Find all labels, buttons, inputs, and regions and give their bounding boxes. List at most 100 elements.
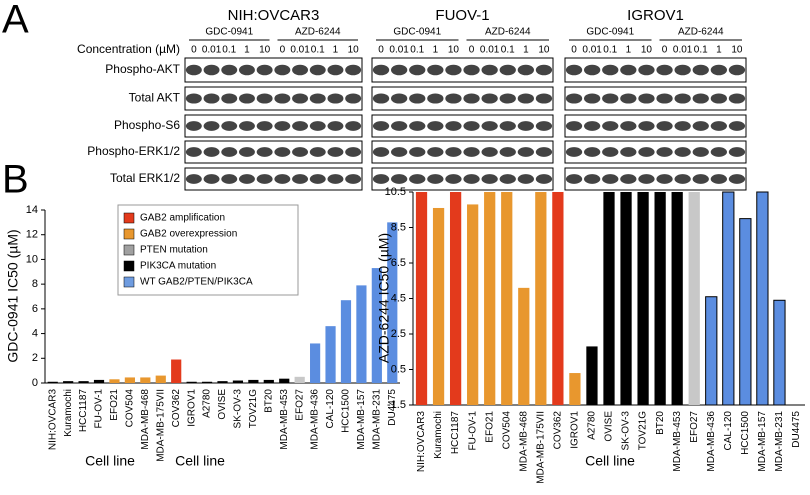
- blot-band: [620, 121, 637, 131]
- blot-band: [309, 93, 326, 104]
- blot-band: [656, 174, 673, 184]
- legend-label: WT GAB2/PTEN/PIK3CA: [140, 277, 253, 288]
- concentration: 0.1: [694, 45, 708, 56]
- bar: [47, 381, 58, 383]
- x-axis-title: Cell line: [85, 453, 135, 469]
- blot-band: [238, 93, 255, 104]
- y-tick-label: 2.5: [391, 328, 406, 340]
- blot-row-label: Phospho-AKT: [105, 62, 180, 76]
- blot-band: [499, 147, 516, 157]
- bar: [432, 207, 445, 405]
- blot-band: [638, 121, 655, 131]
- bar: [569, 373, 581, 405]
- blot-band: [185, 147, 202, 157]
- blot-band: [345, 121, 362, 131]
- blot-band: [656, 147, 673, 157]
- legend-swatch: [123, 212, 135, 224]
- blot-band: [565, 147, 583, 157]
- blot-band: [692, 174, 709, 184]
- blot-band: [728, 93, 746, 104]
- x-tick-label: COV504: [501, 411, 512, 450]
- bar: [356, 285, 367, 383]
- blot-band: [463, 174, 480, 184]
- blot-band: [620, 147, 637, 157]
- blot-frame: [564, 57, 747, 83]
- x-tick-label: CAL-120: [325, 389, 336, 429]
- bar: [586, 346, 598, 405]
- y-tick-label: 0.5: [391, 363, 406, 375]
- blot-band: [256, 93, 273, 104]
- bar: [217, 381, 228, 383]
- bar: [415, 192, 428, 405]
- blot-band: [221, 174, 238, 184]
- group-header: AZD-6244: [678, 27, 724, 38]
- x-axis-title: Cell line: [585, 453, 635, 469]
- group-header: GDC-0941: [393, 27, 441, 38]
- concentration: 0: [280, 45, 286, 56]
- blot-band: [221, 64, 238, 76]
- x-tick-label: EFO27: [294, 389, 305, 421]
- blot-band: [602, 121, 619, 131]
- blot-band: [535, 93, 553, 104]
- x-tick-label: OVISE: [217, 389, 228, 420]
- blot-band: [327, 147, 344, 157]
- cell-line-header: IGROV1: [627, 7, 684, 24]
- blot-band: [499, 93, 516, 104]
- bar: [484, 192, 496, 405]
- concentration: 0: [378, 45, 384, 56]
- bar: [467, 204, 479, 405]
- blot-band: [674, 174, 691, 184]
- y-tick-label: 6.5: [391, 257, 406, 269]
- blot-band: [692, 93, 709, 104]
- x-tick-label: COV362: [553, 411, 564, 450]
- bar: [688, 192, 700, 405]
- blot-band: [256, 147, 273, 157]
- blot-band: [221, 93, 238, 104]
- blot-band: [674, 121, 691, 131]
- y-tick-label: 0: [32, 377, 38, 389]
- blot-row-label: Total ERK1/2: [110, 171, 180, 185]
- x-tick-label: MDA-MB-453: [279, 389, 290, 450]
- bar: [155, 375, 166, 383]
- bar: [671, 192, 683, 405]
- blot-band: [327, 64, 344, 76]
- blot-band: [584, 174, 601, 184]
- bar: [109, 379, 120, 383]
- blot-band: [710, 93, 727, 104]
- blot-band: [274, 174, 291, 184]
- blot-band: [602, 147, 619, 157]
- concentration: 0: [191, 45, 197, 56]
- x-tick-label: MDA-MB-468: [140, 389, 151, 450]
- blot-band: [565, 93, 583, 104]
- bar: [387, 222, 398, 383]
- blot-band: [535, 147, 553, 157]
- blot-band: [309, 121, 326, 131]
- blot-band: [238, 64, 255, 76]
- x-tick-label: A2780: [202, 389, 213, 418]
- concentration: 10: [259, 45, 271, 56]
- x-tick-label: HCC1500: [341, 389, 352, 433]
- concentration-label: Concentration (µM): [77, 42, 180, 56]
- blot-band: [638, 147, 655, 157]
- blot-frame: [564, 140, 747, 164]
- y-tick-label: 4: [32, 327, 38, 339]
- concentration: 0.01: [480, 45, 500, 56]
- blot-band: [674, 147, 691, 157]
- blot-band: [327, 93, 344, 104]
- blot-band: [274, 147, 291, 157]
- blot-band: [309, 64, 326, 76]
- x-tick-label: TOV21G: [248, 389, 259, 428]
- blot-band: [584, 93, 601, 104]
- blot-band: [584, 64, 601, 76]
- blot-band: [499, 64, 516, 76]
- legend-swatch: [123, 228, 135, 240]
- blot-band: [409, 93, 426, 104]
- concentration: 10: [348, 45, 360, 56]
- x-tick-label: HCC1500: [740, 411, 751, 455]
- blot-band: [409, 147, 426, 157]
- bar: [722, 191, 735, 406]
- concentration: 10: [641, 45, 653, 56]
- blot-band: [728, 147, 746, 157]
- y-tick-label: 4.5: [391, 292, 406, 304]
- blot-frame: [184, 167, 363, 191]
